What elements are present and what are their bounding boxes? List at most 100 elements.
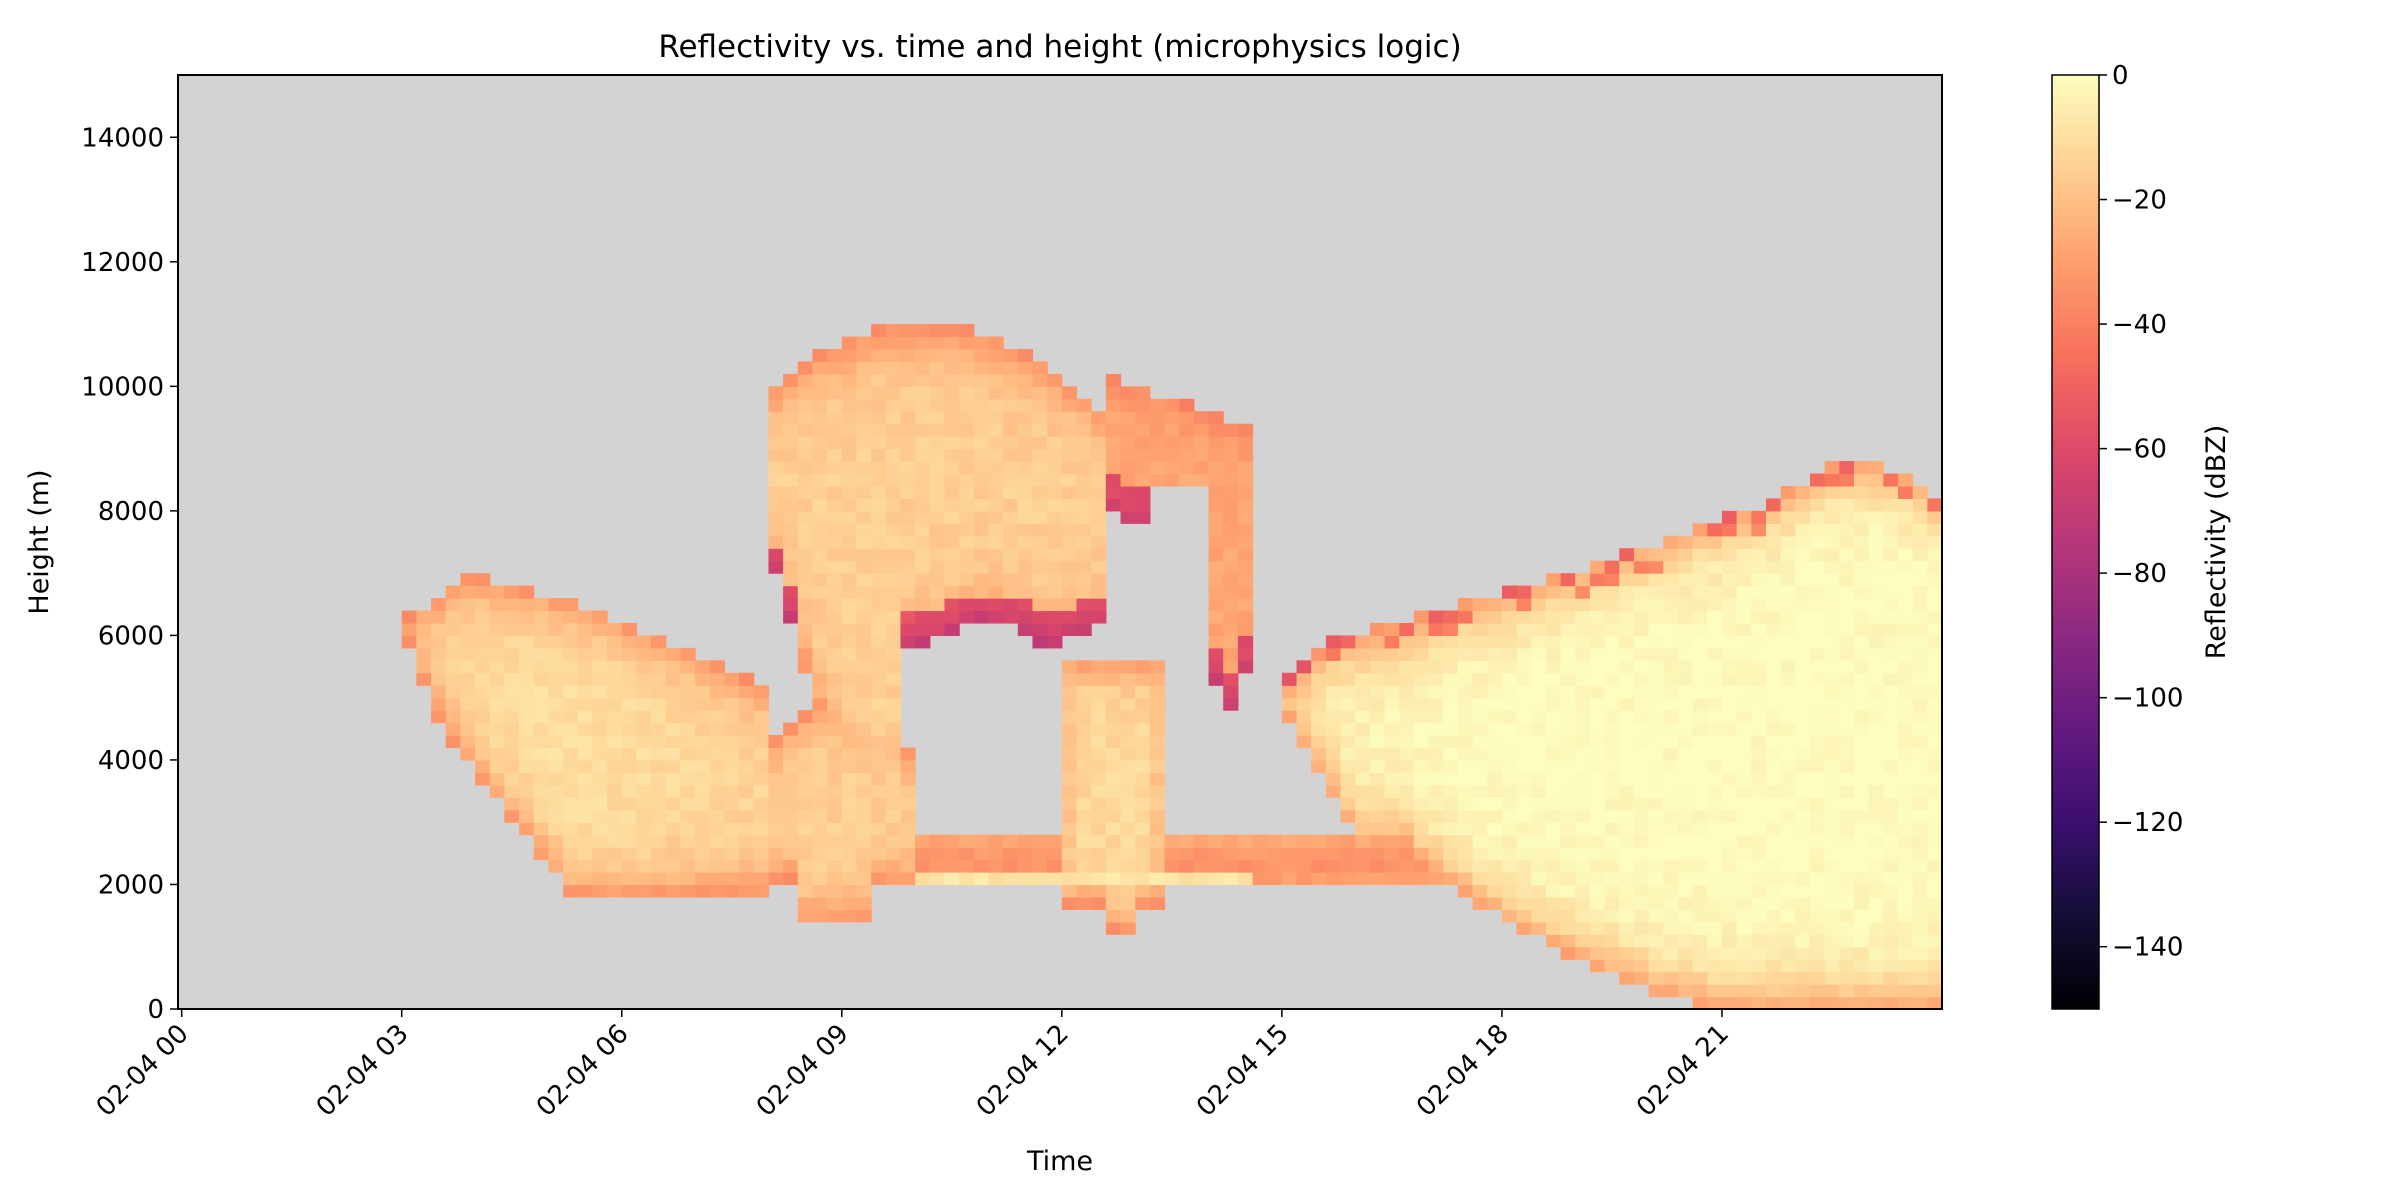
heatmap-cell — [563, 747, 579, 761]
heatmap-cell — [1839, 498, 1855, 512]
heatmap-cell — [1795, 685, 1811, 699]
heatmap-cell — [1780, 735, 1796, 749]
heatmap-cell — [680, 660, 696, 674]
heatmap-cell — [1076, 797, 1092, 811]
heatmap-cell — [812, 896, 828, 910]
heatmap-cell — [1751, 560, 1767, 574]
heatmap-cell — [1399, 722, 1415, 736]
heatmap-cell — [1751, 598, 1767, 612]
heatmap-cell — [1751, 635, 1767, 649]
heatmap-cell — [988, 336, 1004, 350]
heatmap-cell — [1457, 622, 1474, 636]
heatmap-cell — [1721, 573, 1738, 587]
heatmap-cell — [1795, 946, 1811, 960]
heatmap-cell — [1340, 747, 1356, 761]
heatmap-cell — [519, 598, 535, 612]
heatmap-cell — [695, 847, 711, 861]
heatmap-cell — [812, 622, 828, 636]
heatmap-cell — [1545, 784, 1562, 798]
heatmap-cell — [1853, 498, 1870, 512]
heatmap-cell — [827, 797, 843, 811]
heatmap-cell — [1017, 510, 1034, 524]
heatmap-cell — [1883, 896, 1899, 910]
heatmap-cell — [401, 635, 417, 649]
heatmap-cell — [944, 859, 960, 873]
heatmap-cell — [607, 660, 623, 674]
heatmap-cell — [1516, 834, 1532, 848]
heatmap-cell — [1399, 822, 1415, 836]
heatmap-cell — [1751, 959, 1767, 973]
heatmap-cell — [1457, 784, 1474, 798]
heatmap-cell — [504, 735, 520, 749]
heatmap-cell — [1091, 411, 1107, 425]
heatmap-cell — [1193, 473, 1210, 487]
heatmap-cell — [1868, 598, 1884, 612]
heatmap-cell — [1589, 847, 1606, 861]
heatmap-cell — [1501, 635, 1518, 649]
heatmap-cell — [739, 672, 755, 686]
heatmap-cell — [1912, 535, 1928, 549]
heatmap-cell — [841, 510, 858, 524]
heatmap-cell — [665, 722, 682, 736]
heatmap-cell — [607, 697, 623, 711]
heatmap-cell — [695, 834, 711, 848]
heatmap-cell — [1633, 647, 1650, 661]
heatmap-cell — [768, 872, 784, 886]
heatmap-cell — [885, 872, 902, 886]
heatmap-cell — [944, 386, 960, 400]
heatmap-cell — [753, 809, 770, 823]
heatmap-cell — [695, 809, 711, 823]
heatmap-cell — [651, 747, 667, 761]
heatmap-cell — [783, 834, 799, 848]
heatmap-cell — [1149, 747, 1166, 761]
heatmap-cell — [973, 348, 990, 363]
heatmap-cell — [1531, 822, 1547, 836]
heatmap-cell — [1531, 859, 1547, 873]
heatmap-cell — [1663, 872, 1679, 886]
heatmap-cell — [1399, 697, 1415, 711]
heatmap-cell — [651, 809, 667, 823]
heatmap-cell — [1633, 759, 1650, 773]
heatmap-cell — [1663, 984, 1679, 998]
heatmap-cell — [1384, 722, 1400, 736]
heatmap-cell — [1560, 622, 1576, 636]
heatmap-cell — [1883, 672, 1899, 686]
heatmap-cell — [1061, 485, 1078, 500]
heatmap-cell — [1340, 834, 1356, 848]
heatmap-cell — [1487, 772, 1503, 786]
heatmap-cell — [768, 423, 784, 437]
heatmap-cell — [1839, 797, 1855, 811]
heatmap-cell — [1399, 772, 1415, 786]
heatmap-cell — [1560, 660, 1576, 674]
heatmap-cell — [915, 485, 931, 500]
heatmap-cell — [1751, 523, 1767, 537]
heatmap-cell — [929, 585, 946, 599]
heatmap-cell — [973, 510, 990, 524]
heatmap-cell — [548, 685, 564, 699]
heatmap-cell — [1736, 934, 1752, 948]
heatmap-cell — [592, 759, 608, 773]
heatmap-cell — [1501, 610, 1518, 624]
heatmap-cell — [1032, 635, 1048, 649]
heatmap-cell — [1061, 822, 1078, 836]
heatmap-cell — [797, 847, 814, 861]
heatmap-cell — [783, 473, 799, 487]
heatmap-cell — [929, 436, 946, 450]
heatmap-cell — [1721, 660, 1738, 674]
heatmap-cell — [1853, 685, 1870, 699]
heatmap-cell — [1839, 759, 1855, 773]
heatmap-cell — [1487, 672, 1503, 686]
heatmap-cell — [1868, 585, 1884, 599]
heatmap-cell — [1839, 859, 1855, 873]
heatmap-cell — [1853, 959, 1870, 973]
heatmap-cell — [1619, 946, 1635, 960]
heatmap-cell — [533, 622, 549, 636]
heatmap-cell — [929, 573, 946, 587]
heatmap-cell — [519, 784, 535, 798]
heatmap-cell — [1648, 959, 1664, 973]
heatmap-cell — [1355, 859, 1371, 873]
heatmap-cell — [621, 834, 638, 848]
heatmap-cell — [1751, 859, 1767, 873]
heatmap-cell — [871, 747, 887, 761]
